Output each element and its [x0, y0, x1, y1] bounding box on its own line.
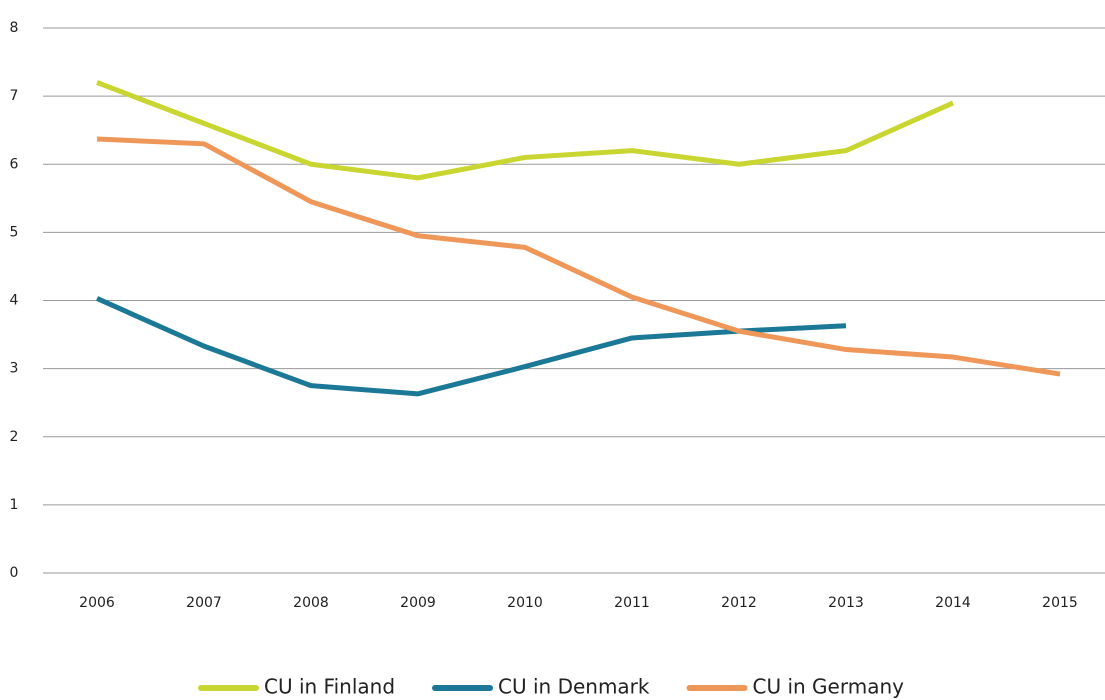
x-tick-label: 2008 — [293, 595, 329, 611]
series-line — [96, 80, 955, 181]
x-tick-label: 2014 — [935, 595, 971, 611]
x-tick-label: 2009 — [400, 595, 436, 611]
x-tick-label: 2010 — [507, 595, 543, 611]
legend-text: CU in Denmark — [498, 675, 650, 699]
y-tick-label: 0 — [10, 565, 19, 581]
legend-text: CU in Germany — [753, 675, 905, 699]
y-tick-label: 2 — [10, 429, 19, 445]
y-tick-label: 4 — [10, 293, 19, 309]
y-tick-label: 5 — [10, 224, 19, 240]
x-tick-label: 2015 — [1042, 595, 1078, 611]
legend-text: CU in Finland — [264, 675, 395, 699]
y-tick-label: 6 — [10, 156, 19, 172]
x-tick-label: 2013 — [828, 595, 864, 611]
x-tick-label: 2006 — [79, 595, 115, 611]
series-line — [95, 296, 847, 397]
series-line — [96, 136, 1061, 377]
y-tick-label: 3 — [10, 361, 19, 377]
x-tick-label: 2011 — [614, 595, 650, 611]
x-tick-label: 2007 — [186, 595, 222, 611]
y-tick-label: 7 — [10, 88, 19, 104]
x-tick-label: 2012 — [721, 595, 757, 611]
y-tick-label: 8 — [10, 20, 19, 36]
y-tick-label: 1 — [10, 497, 19, 513]
